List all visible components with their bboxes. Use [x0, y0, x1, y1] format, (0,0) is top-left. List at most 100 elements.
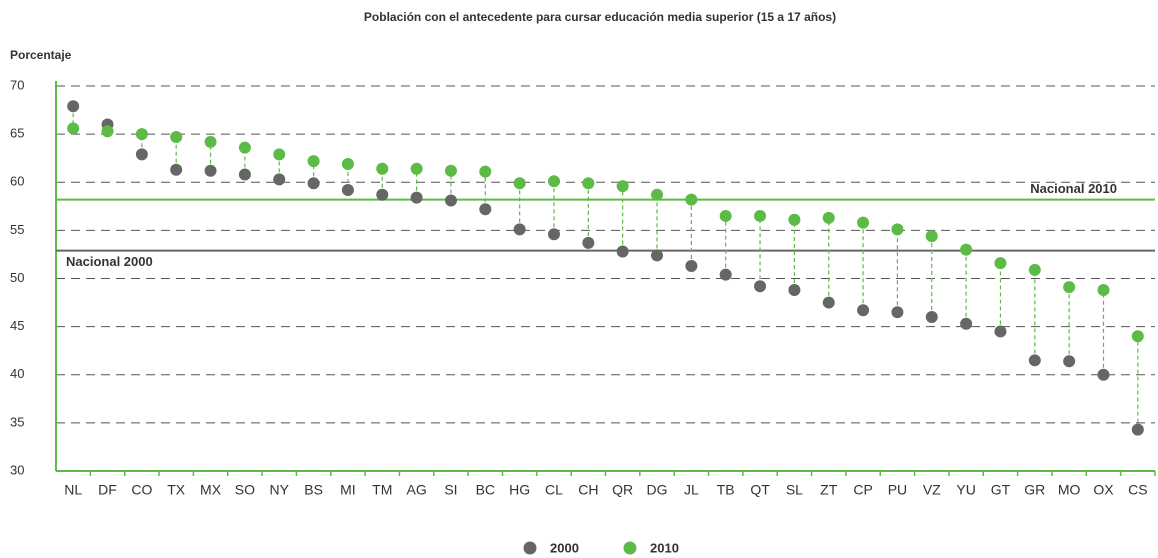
x-tick-label: VZ — [923, 482, 941, 498]
dot — [1097, 284, 1110, 297]
y-tick-label: 65 — [10, 126, 24, 141]
dot — [307, 155, 320, 168]
dot — [994, 325, 1007, 338]
x-tick-label: NY — [270, 482, 290, 498]
dot — [376, 162, 389, 175]
dot — [204, 164, 217, 177]
dot — [1097, 368, 1110, 381]
dot — [616, 180, 629, 193]
x-tick-label: AG — [406, 482, 426, 498]
x-tick-label: CL — [545, 482, 563, 498]
x-tick-label: SO — [235, 482, 255, 498]
dot — [170, 131, 183, 144]
dot — [891, 223, 904, 236]
dot — [685, 259, 698, 272]
dot — [582, 177, 595, 190]
dot — [582, 236, 595, 249]
dot — [719, 209, 732, 222]
x-tick-label: NL — [64, 482, 82, 498]
dot — [547, 175, 560, 188]
dot — [822, 211, 835, 224]
dot — [101, 125, 114, 138]
dot — [444, 194, 457, 207]
y-tick-label: 45 — [10, 318, 24, 333]
dot — [719, 268, 732, 281]
dot — [1131, 330, 1144, 343]
dot — [170, 163, 183, 176]
dot — [67, 122, 80, 135]
dot — [1063, 281, 1076, 294]
reference-label: Nacional 2000 — [66, 254, 153, 269]
dot — [857, 304, 870, 317]
x-tick-label: CS — [1128, 482, 1147, 498]
x-tick-label: CP — [853, 482, 872, 498]
dot — [925, 230, 938, 243]
x-tick-label: BC — [476, 482, 495, 498]
x-tick-label: JL — [684, 482, 699, 498]
x-tick-label: YU — [956, 482, 975, 498]
y-tick-label: 70 — [10, 77, 24, 92]
dot — [238, 168, 251, 181]
x-tick-label: QT — [750, 482, 770, 498]
dot — [1063, 355, 1076, 368]
x-tick-label: ZT — [820, 482, 838, 498]
x-tick-label: GT — [991, 482, 1011, 498]
dot — [444, 164, 457, 177]
legend-label: 2000 — [550, 540, 579, 555]
dot — [341, 157, 354, 170]
x-tick-label: TB — [717, 482, 735, 498]
dot — [135, 148, 148, 161]
dot — [547, 228, 560, 241]
dot — [479, 165, 492, 178]
x-tick-label: PU — [888, 482, 907, 498]
dot — [960, 243, 973, 256]
dot — [307, 177, 320, 190]
dot — [925, 311, 938, 323]
dot — [1131, 423, 1144, 436]
dot — [273, 173, 286, 186]
y-tick-label: 60 — [10, 174, 24, 189]
x-tick-label: DG — [647, 482, 668, 498]
dot — [204, 135, 217, 148]
dot — [341, 183, 354, 196]
x-tick-label: HG — [509, 482, 530, 498]
x-tick-label: MO — [1058, 482, 1081, 498]
dot — [513, 177, 526, 190]
dot — [857, 216, 870, 229]
x-tick-label: GR — [1024, 482, 1045, 498]
dot — [891, 306, 904, 319]
legend-swatch — [523, 541, 537, 555]
x-tick-label: CH — [578, 482, 598, 498]
legend-swatch — [623, 541, 637, 555]
dot — [238, 141, 251, 154]
dot — [513, 223, 526, 236]
x-tick-label: CO — [131, 482, 152, 498]
dot — [651, 249, 664, 262]
reference-label: Nacional 2010 — [1030, 181, 1117, 196]
dot — [376, 188, 389, 201]
chart-title: Población con el antecedente para cursar… — [364, 10, 836, 24]
dot — [685, 193, 698, 206]
y-tick-label: 55 — [10, 222, 24, 237]
dot — [754, 280, 767, 293]
x-tick-label: TM — [372, 482, 392, 498]
dot — [788, 213, 801, 226]
y-tick-label: 30 — [10, 462, 24, 477]
x-tick-label: OX — [1093, 482, 1114, 498]
y-tick-label: 35 — [10, 414, 24, 429]
dot — [67, 100, 80, 113]
dot — [651, 188, 664, 201]
dot — [754, 209, 767, 222]
dot — [1028, 354, 1041, 367]
x-tick-label: MI — [340, 482, 356, 498]
x-tick-label: TX — [167, 482, 186, 498]
legend-label: 2010 — [650, 540, 679, 555]
dot — [822, 296, 835, 309]
x-tick-label: BS — [304, 482, 323, 498]
dot — [788, 284, 801, 297]
dot — [616, 245, 629, 258]
dot — [135, 128, 148, 141]
dot — [410, 191, 423, 204]
dot — [479, 203, 492, 216]
